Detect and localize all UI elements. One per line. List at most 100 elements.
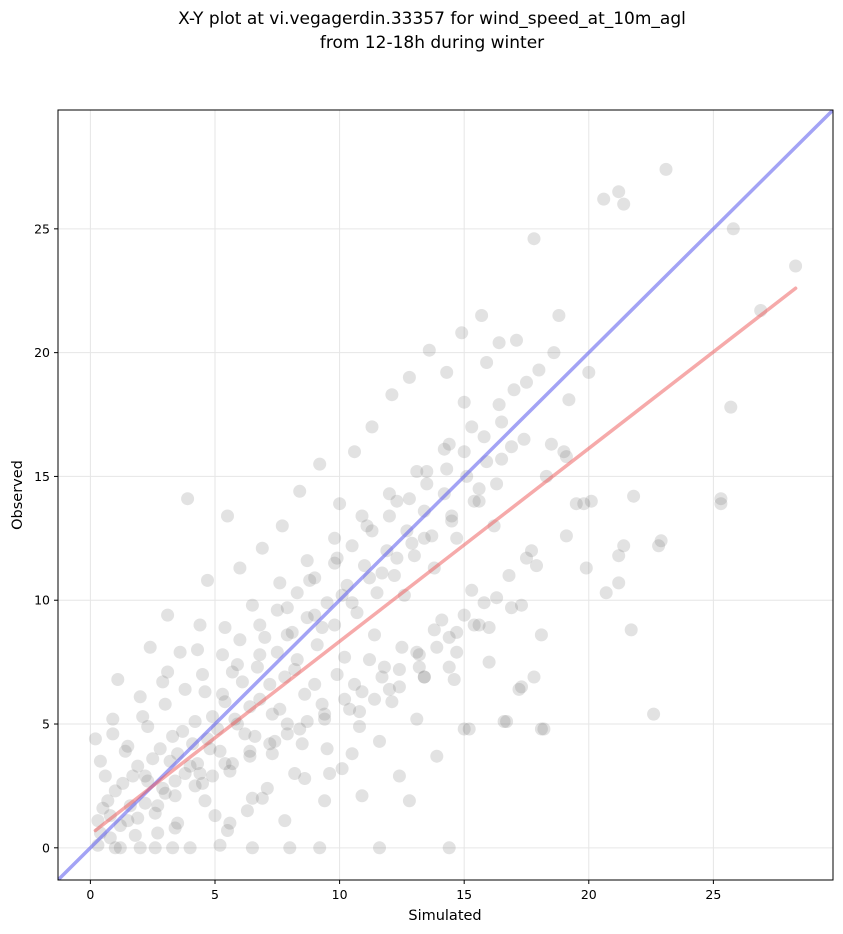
data-point: [370, 586, 384, 600]
data-point: [96, 801, 110, 815]
data-point: [624, 623, 638, 637]
data-point: [218, 695, 232, 709]
data-point: [290, 653, 304, 667]
data-point: [530, 559, 543, 573]
x-tick-label: 0: [86, 887, 94, 902]
data-point: [392, 680, 406, 694]
x-tick-label: 5: [211, 887, 219, 902]
data-point: [375, 670, 389, 684]
data-point: [505, 440, 518, 454]
data-point: [313, 841, 327, 855]
data-point: [238, 727, 252, 741]
data-point: [382, 682, 396, 696]
data-point: [218, 757, 232, 771]
data-point: [407, 549, 421, 563]
y-tick-label: 20: [34, 345, 50, 360]
data-point: [420, 477, 434, 491]
data-point: [373, 734, 386, 748]
data-point: [280, 727, 294, 741]
chart-subtitle: from 12-18h during winter: [320, 33, 544, 53]
data-point: [355, 789, 369, 803]
data-point: [392, 663, 406, 676]
data-point: [333, 497, 347, 511]
data-point: [280, 601, 294, 615]
data-point: [191, 757, 204, 771]
data-point: [250, 660, 264, 674]
data-point: [495, 452, 509, 466]
data-point: [492, 336, 506, 350]
data-point: [320, 742, 334, 756]
data-point: [103, 809, 117, 823]
data-point: [300, 611, 314, 625]
data-point: [288, 767, 302, 780]
data-point: [480, 356, 494, 369]
data-point: [191, 643, 204, 657]
data-point: [435, 613, 449, 627]
data-point: [263, 737, 277, 751]
data-point: [387, 569, 401, 582]
data-point: [385, 695, 399, 709]
data-point: [534, 722, 548, 736]
data-point: [422, 343, 436, 357]
data-point: [198, 685, 212, 699]
data-point: [477, 596, 491, 610]
data-point: [303, 573, 317, 587]
data-point: [442, 630, 456, 644]
data-point: [290, 586, 304, 600]
data-point: [298, 687, 312, 701]
data-point: [442, 660, 456, 674]
data-point: [196, 668, 209, 681]
data-point: [617, 539, 631, 553]
data-point: [437, 442, 451, 456]
data-point: [280, 717, 294, 731]
data-point: [353, 705, 366, 719]
data-point: [313, 457, 327, 471]
data-point: [495, 415, 509, 429]
data-point: [365, 420, 379, 434]
data-point: [260, 781, 274, 795]
data-point: [617, 197, 631, 211]
data-point: [425, 529, 439, 543]
data-point: [298, 772, 312, 785]
data-point: [465, 420, 479, 434]
data-point: [597, 192, 611, 206]
data-point: [475, 309, 489, 322]
data-point: [358, 559, 371, 573]
data-point: [477, 430, 491, 444]
data-point: [405, 536, 419, 550]
data-point: [245, 841, 259, 855]
data-point: [390, 551, 404, 565]
data-point: [612, 185, 626, 199]
data-point: [402, 794, 416, 808]
data-point: [430, 640, 444, 654]
data-point: [141, 774, 155, 788]
data-point: [225, 665, 239, 679]
y-axis-ticks: 0 5 10 15 20 25: [34, 221, 58, 855]
data-point: [410, 465, 424, 478]
data-point: [512, 682, 526, 696]
data-point: [108, 784, 122, 798]
data-point: [243, 749, 257, 763]
data-point: [285, 625, 299, 639]
data-point: [318, 712, 332, 726]
data-point: [335, 762, 349, 776]
data-point: [507, 383, 521, 397]
data-point: [579, 561, 593, 575]
data-point: [93, 754, 107, 768]
data-point: [427, 623, 441, 637]
data-point: [156, 781, 170, 795]
data-point: [136, 710, 150, 724]
data-point: [161, 608, 175, 622]
data-point: [467, 494, 481, 508]
data-point: [500, 715, 514, 728]
data-point: [544, 437, 558, 451]
data-point: [245, 598, 259, 612]
data-point: [328, 531, 342, 545]
data-point: [714, 497, 728, 511]
data-point: [255, 541, 269, 555]
data-point: [106, 727, 120, 741]
data-point: [472, 494, 486, 508]
data-point: [168, 821, 182, 835]
data-point: [355, 509, 369, 523]
data-point: [627, 489, 641, 503]
